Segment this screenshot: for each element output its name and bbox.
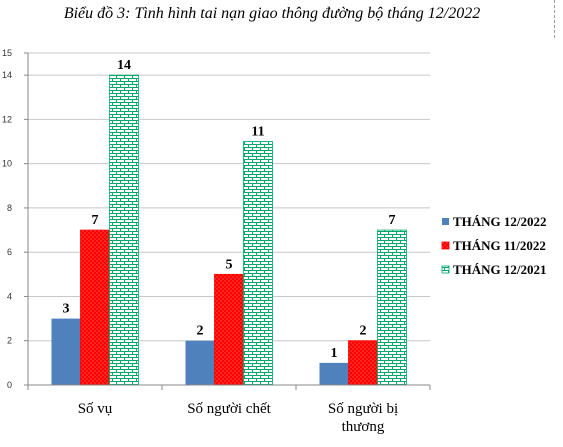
data-label: 3 bbox=[63, 302, 70, 317]
data-label: 11 bbox=[251, 125, 264, 140]
bar bbox=[319, 362, 349, 385]
legend-swatch bbox=[441, 265, 450, 274]
x-category-label: Số vụ bbox=[78, 401, 113, 417]
y-tick-label: 15 bbox=[2, 48, 12, 58]
data-label: 1 bbox=[331, 346, 338, 361]
x-axis-categories: Số vụ Số người chết Số người bị thương bbox=[78, 401, 398, 435]
data-label: 14 bbox=[117, 58, 131, 73]
bars bbox=[51, 74, 407, 386]
y-tick-label: 8 bbox=[7, 203, 12, 213]
legend-label: THÁNG 11/2022 bbox=[453, 238, 546, 253]
bar bbox=[51, 318, 81, 385]
bar bbox=[348, 340, 378, 386]
axes bbox=[27, 53, 431, 390]
bar bbox=[214, 273, 244, 386]
data-label: 7 bbox=[389, 213, 396, 228]
data-label: 2 bbox=[360, 324, 367, 339]
y-tick-label: 12 bbox=[2, 114, 12, 124]
y-tick-label: 4 bbox=[7, 291, 12, 301]
bar bbox=[80, 229, 110, 386]
legend-label: THÁNG 12/2021 bbox=[453, 262, 547, 277]
data-label: 2 bbox=[197, 324, 204, 339]
legend-swatch bbox=[441, 241, 450, 250]
y-tick-label: 10 bbox=[2, 159, 12, 169]
y-tick-label: 14 bbox=[2, 70, 12, 80]
legend-swatch bbox=[442, 218, 449, 225]
bar bbox=[377, 229, 407, 386]
legend: THÁNG 12/2022 THÁNG 11/2022 THÁNG 12/2021 bbox=[441, 214, 547, 277]
data-label: 5 bbox=[226, 257, 233, 272]
legend-label: THÁNG 12/2022 bbox=[453, 214, 547, 229]
x-category-label: Số người chết bbox=[187, 401, 271, 417]
y-axis-ticks: 0 2 4 6 8 10 12 14 15 bbox=[2, 48, 28, 390]
chart-title: Biểu đồ 3: Tình hình tai nạn giao thông … bbox=[64, 5, 480, 22]
bar bbox=[185, 340, 215, 385]
data-label: 7 bbox=[92, 213, 99, 228]
bar bbox=[109, 74, 139, 386]
x-category-label: Số người bị thương bbox=[328, 401, 398, 435]
title-frame bbox=[0, 0, 555, 38]
y-tick-label: 0 bbox=[7, 380, 12, 390]
bar bbox=[243, 141, 273, 386]
y-tick-label: 6 bbox=[7, 247, 12, 257]
y-tick-label: 2 bbox=[7, 336, 12, 346]
